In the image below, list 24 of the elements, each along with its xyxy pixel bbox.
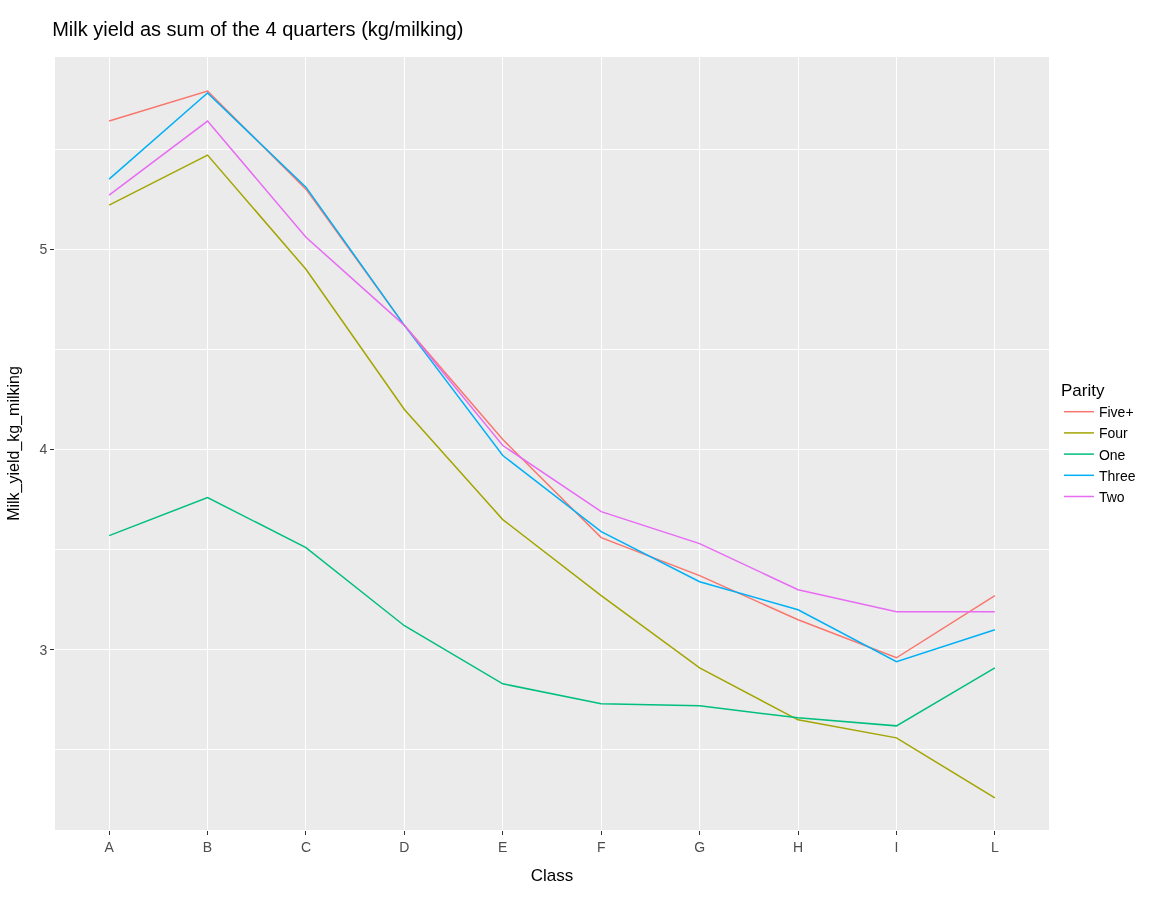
- y-axis-title: Milk_yield_kg_milking: [5, 366, 24, 521]
- x-tick-label: I: [894, 838, 899, 855]
- legend-label: Five+: [1098, 404, 1134, 421]
- y-tick-label: 4: [39, 441, 48, 458]
- x-tick-label: H: [792, 838, 804, 855]
- legend-label: Four: [1098, 425, 1129, 442]
- y-tick-label: 5: [39, 241, 48, 258]
- legend-label: Three: [1098, 467, 1136, 484]
- x-tick-label: E: [498, 838, 508, 855]
- y-tick-label: 3: [39, 641, 48, 658]
- legend-title: Parity: [1060, 381, 1105, 401]
- x-tick-label: F: [596, 838, 606, 855]
- x-tick-label: C: [300, 838, 312, 855]
- x-tick-label: L: [990, 838, 999, 855]
- line-series: [108, 496, 996, 727]
- x-tick-label: A: [104, 838, 115, 855]
- x-tick-label: G: [694, 838, 706, 855]
- x-tick-label: B: [202, 838, 213, 855]
- x-axis-title: Class: [530, 866, 574, 886]
- line-series: [108, 154, 996, 799]
- legend-label: Two: [1098, 488, 1125, 505]
- chart-title: Milk yield as sum of the 4 quarters (kg/milking): [52, 18, 464, 41]
- x-tick-label: D: [399, 838, 410, 855]
- legend-label: One: [1098, 446, 1126, 463]
